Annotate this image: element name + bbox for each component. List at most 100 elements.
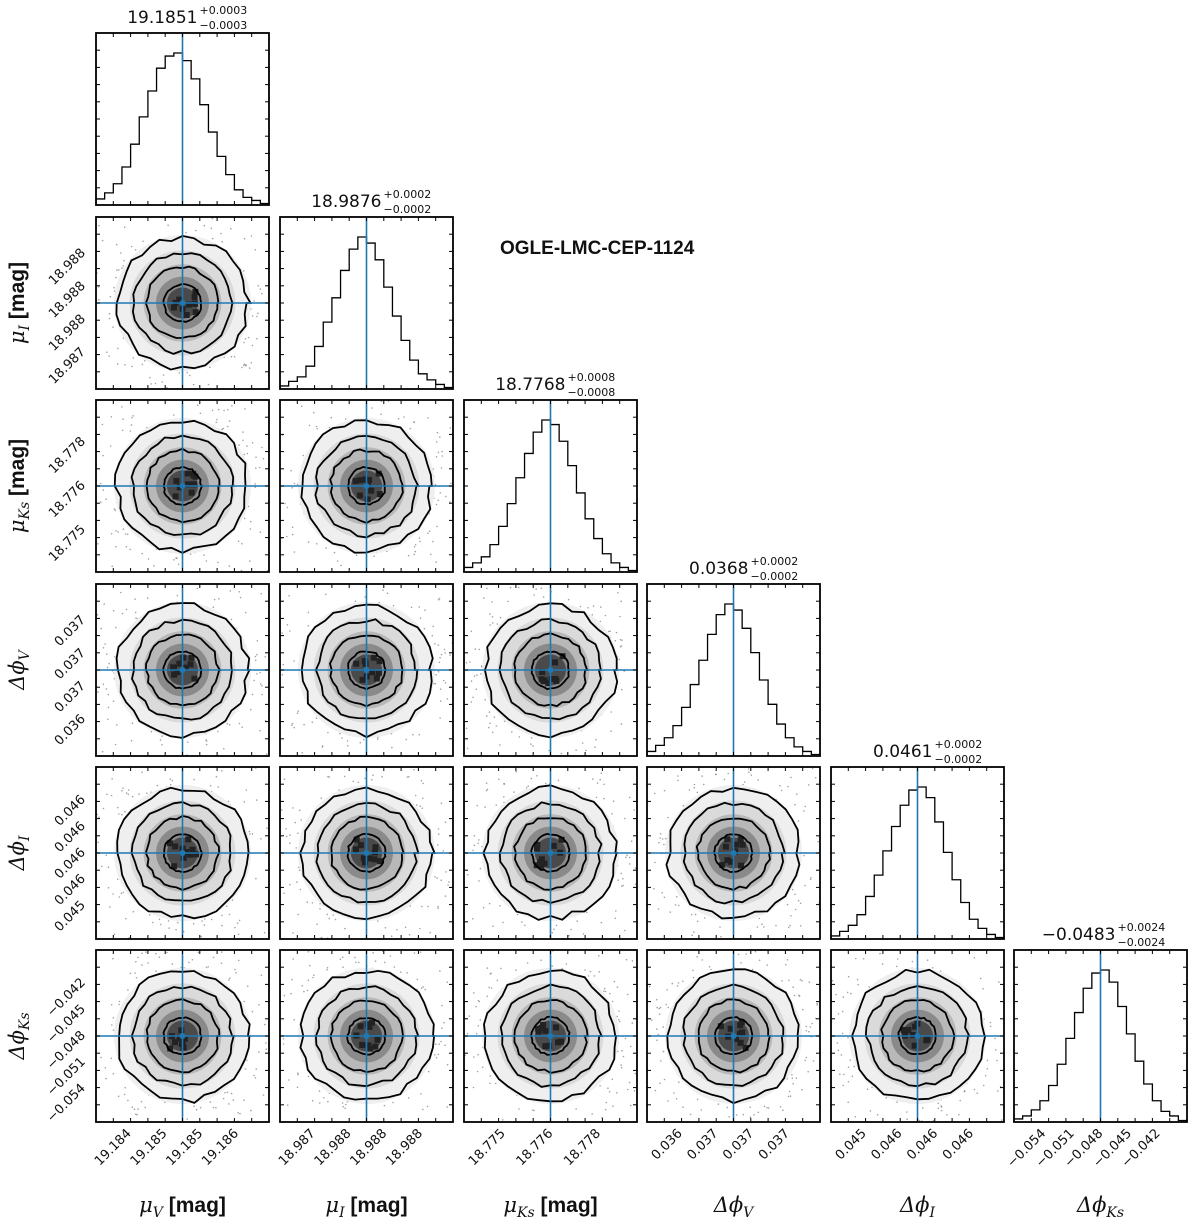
x-axis-label-mu_V: μV [mag]: [139, 1193, 226, 1221]
y-tick-label: 18.775: [46, 522, 89, 565]
contour-line: [118, 970, 251, 1104]
contour-line: [530, 1015, 571, 1056]
error-plus: +0.0008: [568, 371, 616, 384]
x-tick-label: 0.045: [833, 1126, 870, 1163]
contour-line: [130, 801, 232, 902]
scatter-mu_Ks-dphi_V: [463, 583, 638, 757]
contour-line: [329, 448, 405, 524]
x-tick-label: 19.185: [163, 1126, 206, 1169]
error-plus: +0.0003: [200, 4, 248, 17]
contour-line: [864, 985, 971, 1088]
contour-line: [513, 817, 587, 891]
scatter-mu_V-dphi_I: [95, 766, 270, 940]
contour-line: [483, 969, 618, 1103]
contour-line: [513, 999, 589, 1074]
contour-line: [897, 1015, 937, 1056]
contour-line: [299, 786, 436, 921]
error-plus: +0.0002: [935, 738, 983, 751]
y-tick-label: 0.037: [52, 613, 89, 650]
y-tick-label: 18.778: [46, 434, 89, 477]
scatter-mu_Ks-dphi_Ks: [463, 949, 638, 1123]
contour-line: [346, 1017, 387, 1056]
median-marker: [179, 667, 186, 673]
error-minus: −0.0002: [384, 203, 432, 216]
contour-line: [347, 650, 388, 691]
scatter-mu_Ks-dphi_I: [463, 766, 638, 940]
contour-line: [330, 815, 405, 891]
contour-line: [300, 603, 434, 739]
y-tick-label: 18.776: [46, 478, 89, 521]
x-axis-label-dphi_Ks: ΔϕKs: [1076, 1193, 1124, 1221]
error-minus: −0.0002: [935, 753, 983, 766]
x-axis-label-mu_Ks: μKs [mag]: [503, 1193, 597, 1221]
y-axis-label-dphi_V: ΔϕV: [5, 648, 33, 690]
x-tick-label: 0.046: [869, 1126, 906, 1163]
x-tick-label: 18.776: [514, 1126, 557, 1169]
median-marker: [363, 1033, 370, 1039]
y-axis-label-mu_Ks: μKs [mag]: [5, 439, 33, 533]
contour-line: [851, 968, 987, 1101]
x-tick-label: 0.037: [756, 1126, 793, 1163]
y-tick-label: 0.046: [52, 792, 89, 829]
median-marker: [547, 1033, 554, 1039]
contour-line: [145, 998, 221, 1074]
contour-line: [498, 617, 602, 721]
scatter-mu_I-mu_Ks: [279, 399, 454, 573]
median-marker: [179, 483, 186, 489]
x-tick-label: 19.185: [128, 1126, 171, 1169]
contour-line: [499, 983, 603, 1088]
contour-line: [144, 814, 221, 891]
contour-line: [162, 833, 204, 874]
histogram-dphi_V: 0.0368 +0.0002 −0.0002: [646, 555, 821, 757]
y-tick-label: 18.988: [46, 246, 89, 289]
contour-line: [482, 784, 618, 921]
error-minus: −0.0003: [200, 19, 248, 32]
x-tick-label: 18.988: [347, 1126, 390, 1169]
median-value: 19.1851: [127, 8, 197, 28]
contour-line: [130, 434, 235, 536]
median-value: 0.0368: [689, 559, 748, 579]
x-axis-label-dphi_I: ΔϕI: [899, 1193, 935, 1221]
median-marker: [179, 850, 186, 856]
x-tick-label: 18.988: [312, 1126, 355, 1169]
contour-line: [162, 650, 203, 690]
x-tick-label: 19.186: [199, 1126, 242, 1169]
x-axis-label-mu_I: μI [mag]: [325, 1193, 407, 1221]
x-tick-label: 18.778: [561, 1126, 604, 1169]
contour-line: [697, 998, 771, 1074]
contour-line: [131, 618, 234, 721]
error-minus: −0.0002: [751, 570, 799, 583]
contour-line: [530, 650, 571, 691]
median-marker: [363, 483, 370, 489]
median-marker: [179, 300, 186, 306]
error-plus: +0.0002: [384, 188, 432, 201]
contour-line: [346, 832, 387, 873]
contour-line: [665, 786, 801, 920]
contour-line: [695, 817, 772, 891]
scatter-dphi_I-dphi_Ks: [830, 949, 1005, 1123]
median-marker: [730, 1033, 737, 1039]
contour-line: [666, 968, 800, 1105]
scatter-mu_I-dphi_V: [279, 583, 454, 757]
contour-line: [113, 419, 247, 554]
x-axis-label-dphi_V: ΔϕV: [713, 1193, 755, 1221]
scatter-mu_V-mu_Ks: [95, 399, 270, 573]
y-tick-label: 0.037: [52, 679, 89, 716]
histogram-mu_V: 19.1851 +0.0003 −0.0003: [95, 4, 270, 206]
median-marker: [179, 1033, 186, 1039]
scatter-dphi_V-dphi_Ks: [646, 949, 821, 1123]
x-tick-label: 19.184: [92, 1126, 135, 1169]
median-marker: [547, 850, 554, 856]
contour-line: [299, 969, 436, 1101]
x-tick-label: 0.036: [649, 1126, 686, 1163]
histogram-mu_I: 18.9876 +0.0002 −0.0002: [279, 188, 454, 390]
scatter-dphi_V-dphi_I: [646, 766, 821, 940]
contour-line: [131, 252, 234, 355]
median-marker: [363, 850, 370, 856]
contour-line: [314, 985, 420, 1088]
x-tick-label: 18.987: [276, 1126, 319, 1169]
histogram-dphi_Ks: −0.0483 +0.0024 −0.0024: [1013, 921, 1188, 1123]
contour-line: [682, 983, 785, 1087]
histogram-dphi_I: 0.0461 +0.0002 −0.0002: [830, 738, 1005, 940]
